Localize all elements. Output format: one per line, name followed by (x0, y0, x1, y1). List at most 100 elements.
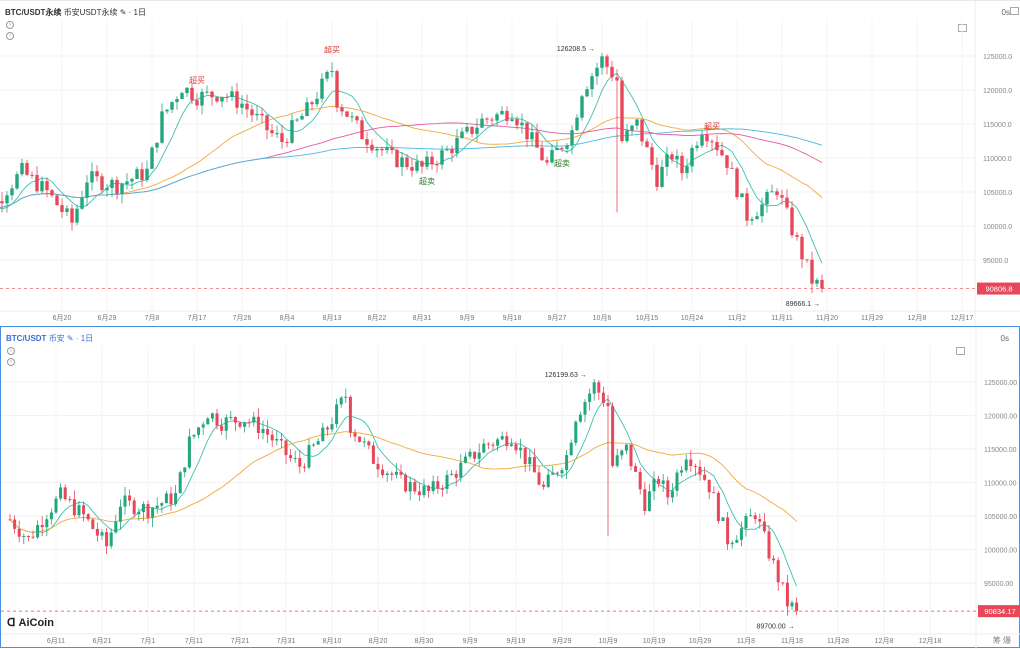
candle (525, 122, 529, 140)
top-chart-panel[interactable]: BTC/USDT永续 币安USDT永续 ✎ · 1日 › › 0s 125000… (0, 0, 1020, 326)
candle (615, 455, 619, 466)
candle (680, 155, 684, 174)
candle (815, 279, 819, 284)
candle (473, 451, 477, 459)
candle (54, 498, 58, 513)
y-axis-label: 95000.0 (983, 258, 1008, 265)
candle (80, 197, 84, 209)
exchange: 币安 (48, 334, 65, 343)
x-axis-label: 11月8 (737, 637, 755, 645)
candle (410, 167, 414, 171)
expand-icon[interactable]: › (6, 32, 14, 40)
candle (720, 150, 724, 156)
top-candlestick-chart[interactable]: 125000.0 120000.0 115000.0 110000.0 105000.0… (0, 1, 1020, 326)
settings-icon[interactable] (956, 347, 965, 355)
expand-icon[interactable]: › (7, 347, 15, 355)
current-price-value: 90806.8 (985, 285, 1012, 294)
expand-icon[interactable]: › (7, 358, 15, 366)
candle (700, 134, 704, 146)
y-axis-label: 125000.0 (983, 54, 1012, 61)
symbol[interactable]: BTC/USDT永续 (5, 8, 62, 17)
candle (60, 205, 64, 212)
candle (220, 425, 224, 431)
edit-icon[interactable]: ✎ (66, 334, 74, 343)
candle (22, 535, 26, 537)
candle (95, 528, 99, 536)
x-axis-label: 10月9 (599, 637, 618, 645)
low-price-marker: 89700.00 → (756, 624, 794, 631)
oversold-signal: 超卖 (554, 158, 570, 168)
candle (298, 458, 302, 467)
candle (289, 455, 293, 459)
bottom-candlestick-chart[interactable]: 125000.00 120000.00 115000.00 110000.00 1050… (1, 327, 1020, 649)
candle (17, 528, 21, 537)
candle (279, 438, 283, 441)
candle (340, 107, 344, 112)
candle (8, 519, 12, 521)
candle (670, 154, 674, 160)
candle (224, 417, 228, 431)
interval[interactable]: 1日 (80, 334, 94, 343)
candle (270, 130, 274, 134)
x-axis-label: 11月11 (771, 314, 793, 322)
candle (210, 413, 214, 419)
footer-buttons[interactable]: 筹 爆 (992, 636, 1011, 645)
x-axis-label: 6月11 (47, 637, 65, 645)
candle (486, 443, 490, 445)
candle (767, 531, 771, 559)
candle (192, 434, 196, 437)
candle (430, 156, 434, 165)
candle (385, 473, 389, 476)
candle (290, 120, 294, 143)
bottom-chart-header: BTC/USDT 币安 ✎ · 1日 (6, 334, 94, 343)
candle (545, 160, 549, 163)
candle (243, 422, 247, 427)
fullscreen-icon[interactable] (1010, 7, 1019, 15)
symbol[interactable]: BTC/USDT (6, 334, 47, 343)
candle (151, 508, 155, 518)
candle (146, 504, 150, 518)
candle (295, 119, 299, 121)
candle (415, 161, 419, 171)
x-axis-label: 7月8 (145, 314, 160, 322)
candle (735, 539, 739, 543)
x-axis-label: 12月18 (919, 637, 942, 645)
candle (470, 126, 474, 134)
candle (335, 404, 339, 425)
expand-icon[interactable]: › (6, 21, 14, 29)
candle (90, 171, 94, 183)
candle (375, 148, 379, 151)
candle (551, 472, 555, 475)
x-axis-label: 10月6 (593, 314, 612, 322)
x-axis-label: 12月8 (875, 637, 894, 645)
x-axis-label: 7月31 (277, 637, 296, 645)
candle (546, 474, 550, 487)
candle (233, 417, 237, 423)
edit-icon[interactable]: ✎ (119, 8, 127, 17)
candle (580, 96, 584, 118)
candle (155, 142, 159, 148)
candle (776, 560, 780, 583)
candle (75, 208, 79, 223)
candle (805, 259, 809, 261)
candle (201, 424, 205, 428)
candle (615, 77, 619, 81)
interval[interactable]: 1日 (133, 8, 146, 17)
current-price-tag (977, 282, 1020, 295)
candle (477, 452, 481, 459)
y-axis-label: 105000.0 (983, 190, 1012, 197)
candle (640, 119, 644, 142)
candle (625, 130, 629, 142)
candle (255, 113, 259, 116)
candle (716, 492, 720, 522)
candle (180, 93, 184, 100)
x-axis-label: 8月31 (413, 314, 432, 322)
candle (652, 478, 656, 492)
candle (395, 150, 399, 168)
bottom-chart-panel[interactable]: BTC/USDT 币安 ✎ · 1日 › › 0s 125000.00 12000… (0, 326, 1020, 649)
candle (583, 401, 587, 415)
candle (514, 444, 518, 451)
x-axis-label: 9月9 (460, 314, 475, 322)
candle (455, 137, 459, 154)
candle (810, 259, 814, 284)
